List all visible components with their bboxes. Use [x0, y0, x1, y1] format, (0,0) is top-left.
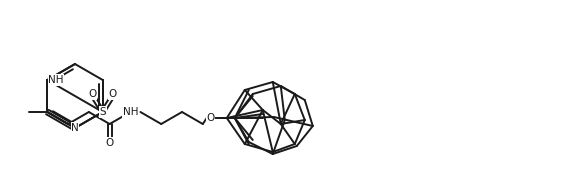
Text: NH: NH	[48, 75, 64, 85]
Text: NH: NH	[123, 107, 138, 117]
Text: O: O	[109, 89, 117, 99]
Text: N: N	[71, 123, 79, 133]
Text: O: O	[89, 89, 97, 99]
Text: S: S	[99, 107, 106, 117]
Text: O: O	[105, 138, 114, 148]
Text: O: O	[207, 113, 215, 123]
